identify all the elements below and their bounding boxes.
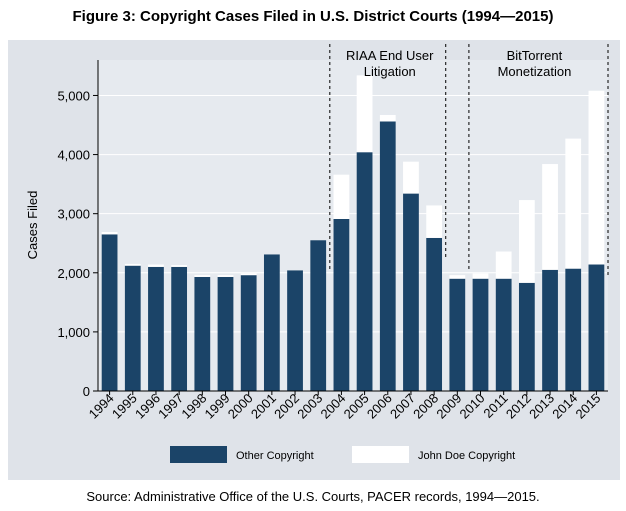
bar-john-doe-copyright bbox=[588, 90, 605, 265]
y-tick-label: 1,000 bbox=[57, 325, 90, 340]
bar-john-doe-copyright bbox=[333, 174, 350, 219]
x-tick-label: 2000 bbox=[225, 391, 256, 422]
x-tick-label: 2004 bbox=[317, 391, 348, 422]
bar-other-copyright bbox=[449, 278, 466, 391]
annotation-riaa-label: RIAA End User bbox=[346, 48, 434, 63]
bar-john-doe-copyright bbox=[148, 264, 164, 267]
bar-other-copyright bbox=[263, 254, 280, 391]
x-tick-label: 2010 bbox=[457, 391, 488, 422]
x-tick-label: 1996 bbox=[132, 391, 163, 422]
bar-other-copyright bbox=[518, 282, 535, 391]
x-tick-label: 1994 bbox=[86, 391, 117, 422]
bar-john-doe-copyright bbox=[379, 114, 396, 122]
x-tick-label: 2009 bbox=[433, 391, 464, 422]
bar-john-doe-copyright bbox=[217, 275, 234, 277]
bar-other-copyright bbox=[426, 237, 443, 391]
x-tick-label: 2008 bbox=[410, 391, 441, 422]
bar-group bbox=[101, 75, 605, 391]
bar-other-copyright bbox=[148, 266, 164, 391]
bar-other-copyright bbox=[495, 278, 512, 391]
bar-john-doe-copyright bbox=[124, 263, 141, 266]
bar-john-doe-copyright bbox=[240, 273, 257, 276]
bar-john-doe-copyright bbox=[171, 265, 188, 267]
legend-swatch-other-copyright bbox=[170, 446, 227, 463]
x-tick-label: 2003 bbox=[294, 391, 325, 422]
x-tick-label: 2011 bbox=[480, 391, 510, 421]
legend-label-john-doe-copyright: John Doe Copyright bbox=[418, 450, 515, 462]
figure-title: Figure 3: Copyright Cases Filed in U.S. … bbox=[72, 8, 554, 25]
bar-other-copyright bbox=[403, 193, 419, 391]
bar-john-doe-copyright bbox=[565, 138, 582, 269]
annotation-bittorrent-label: BitTorrent bbox=[507, 48, 563, 63]
x-tick-label: 2001 bbox=[248, 391, 279, 422]
bar-john-doe-copyright bbox=[495, 251, 512, 279]
x-tick-label: 2014 bbox=[549, 391, 580, 422]
bar-other-copyright bbox=[124, 265, 141, 391]
y-tick-label: 5,000 bbox=[57, 88, 90, 103]
y-axis-label: Cases Filed bbox=[25, 191, 40, 260]
bar-john-doe-copyright bbox=[518, 200, 535, 283]
x-axis: 1994199519961997199819992000200120022003… bbox=[86, 390, 608, 422]
bar-other-copyright bbox=[565, 268, 582, 391]
x-tick-label: 1995 bbox=[109, 391, 140, 422]
legend: Other Copyright John Doe Copyright bbox=[170, 446, 515, 463]
x-tick-label: 2012 bbox=[503, 391, 534, 422]
x-tick-label: 2015 bbox=[572, 391, 603, 422]
bar-other-copyright bbox=[287, 270, 303, 391]
bar-john-doe-copyright bbox=[542, 164, 558, 270]
bar-other-copyright bbox=[171, 266, 188, 391]
x-tick-label: 1998 bbox=[178, 391, 209, 422]
bar-other-copyright bbox=[333, 218, 350, 391]
bar-other-copyright bbox=[310, 240, 327, 391]
x-tick-label: 1997 bbox=[155, 391, 186, 422]
x-tick-label: 2013 bbox=[526, 391, 557, 422]
x-tick-label: 2005 bbox=[341, 391, 372, 422]
bar-john-doe-copyright bbox=[426, 205, 443, 238]
x-tick-label: 2006 bbox=[364, 391, 395, 422]
legend-swatch-john-doe-copyright bbox=[352, 446, 409, 463]
bar-other-copyright bbox=[356, 152, 373, 391]
bar-other-copyright bbox=[240, 275, 257, 391]
legend-label-other-copyright: Other Copyright bbox=[236, 450, 314, 462]
source-note: Source: Administrative Office of the U.S… bbox=[86, 489, 540, 504]
y-tick-label: 0 bbox=[83, 384, 90, 399]
annotation-bittorrent-label: Monetization bbox=[498, 64, 572, 79]
bar-john-doe-copyright bbox=[101, 232, 118, 235]
x-tick-label: 2007 bbox=[387, 391, 418, 422]
bar-other-copyright bbox=[194, 276, 211, 391]
bar-other-copyright bbox=[379, 121, 396, 391]
x-tick-label: 2002 bbox=[271, 391, 302, 422]
y-tick-label: 2,000 bbox=[57, 266, 90, 281]
y-tick-label: 3,000 bbox=[57, 207, 90, 222]
bar-other-copyright bbox=[588, 264, 605, 391]
bar-other-copyright bbox=[101, 234, 118, 391]
bar-john-doe-copyright bbox=[472, 273, 489, 279]
y-tick-label: 4,000 bbox=[57, 148, 90, 163]
bar-other-copyright bbox=[542, 269, 558, 391]
bar-john-doe-copyright bbox=[403, 161, 419, 194]
bar-john-doe-copyright bbox=[356, 75, 373, 153]
bar-john-doe-copyright bbox=[449, 275, 466, 279]
bar-other-copyright bbox=[217, 276, 234, 391]
y-axis: 0 1,000 2,000 3,000 4,000 5,000 bbox=[57, 60, 99, 399]
bar-other-copyright bbox=[472, 278, 489, 391]
annotation-riaa-label: Litigation bbox=[364, 64, 416, 79]
bar-john-doe-copyright bbox=[194, 275, 211, 277]
x-tick-label: 1999 bbox=[202, 391, 233, 422]
